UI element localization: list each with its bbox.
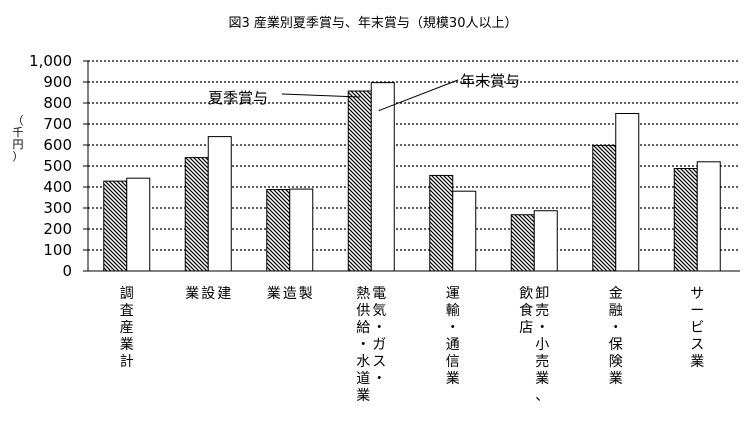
bar-summer-bonus (266, 189, 291, 272)
bar-yearend-bonus (126, 177, 151, 272)
y-axis-label-char: 円 (13, 138, 24, 151)
y-tick-label: 400 (43, 178, 72, 196)
category-label-char: 運 (446, 286, 460, 302)
bar-summer-bonus (673, 168, 698, 272)
category-label-char: ー (690, 303, 704, 319)
bar-yearend-bonus (533, 210, 558, 272)
category-label-char: ガ (372, 337, 386, 353)
category-label-char: 熱 (356, 286, 370, 302)
category-label-char: 産 (120, 320, 134, 336)
category-label-char: 卸 (535, 286, 549, 302)
category-label-char: 信 (446, 354, 460, 370)
category-label-char: 調 (120, 286, 134, 302)
bar-yearend-bonus (696, 161, 721, 272)
bars (103, 82, 721, 272)
category-label-char: 道 (356, 371, 370, 387)
category-label-char: 電 (372, 286, 386, 302)
category-label-char: ス (372, 354, 386, 370)
chart-title: 図3 産業別夏季賞与、年末賞与（規模30人以上） (229, 15, 518, 31)
legend-leader-summer (281, 93, 360, 98)
category-label-char: 供 (356, 303, 370, 319)
category-label-char: ・ (535, 320, 549, 336)
category-label-char: ・ (372, 320, 386, 336)
bar-yearend-bonus (289, 188, 314, 272)
category-label-char: 業 (267, 286, 281, 302)
y-tick-label: 0 (62, 262, 72, 280)
category-label-char: 給 (356, 320, 370, 336)
y-tick-label: 900 (43, 73, 72, 91)
category-label-char: 査 (120, 303, 134, 319)
y-tick-label: 800 (43, 94, 72, 112)
bar-yearend-bonus (370, 82, 395, 272)
category-label-char: 、 (535, 388, 549, 404)
y-tick-label: 1,000 (29, 52, 72, 70)
category-label-char: ・ (609, 320, 623, 336)
category-label-char: 業 (535, 371, 549, 387)
y-axis-label-char: （ (13, 114, 24, 127)
bar-yearend-bonus (452, 190, 477, 272)
bar-summer-bonus (510, 214, 535, 272)
category-label-char: 業 (356, 388, 370, 404)
legend-callouts: 夏季賞与 年末賞与 (208, 72, 520, 112)
category-label-char: 輸 (446, 303, 460, 319)
category-label-char: 気 (372, 303, 386, 319)
category-label-char: 食 (519, 302, 533, 319)
category-label-char: 業 (120, 337, 134, 353)
y-tick-label: 100 (43, 241, 72, 259)
bar-summer-bonus (592, 144, 617, 272)
category-label-char: 売 (535, 354, 549, 370)
category-label-char: 計 (120, 354, 134, 370)
legend-leader-yearend (378, 79, 459, 112)
bar-summer-bonus (429, 174, 454, 272)
category-label-char: 飲 (519, 286, 533, 302)
y-axis-label-char: 千 (13, 126, 24, 139)
category-label-char: 店 (519, 320, 533, 336)
category-label-char: 造 (283, 286, 297, 302)
bar-summer-bonus (347, 90, 372, 272)
y-tick-label: 200 (43, 220, 72, 238)
y-tick-label: 700 (43, 115, 72, 133)
y-tick-label: 600 (43, 136, 72, 154)
category-label-char: ス (690, 337, 704, 353)
bar-summer-bonus (103, 180, 128, 272)
y-tick-label: 300 (43, 199, 72, 217)
legend-summer-bonus: 夏季賞与 (208, 89, 268, 107)
category-label-char: 険 (609, 354, 623, 370)
y-tick-labels: 0 100 200 300 400 500 600 700 800 900 1,000 (29, 52, 72, 280)
category-label-char: ・ (372, 371, 386, 387)
category-label-char: ビ (690, 320, 704, 336)
category-label-char: 業 (446, 371, 460, 387)
category-label-char: ・ (446, 320, 460, 336)
bar-summer-bonus (184, 157, 209, 272)
y-axis-label-char: ） (13, 150, 24, 163)
category-label-char: 通 (446, 337, 460, 353)
y-axis-label: （千円） (13, 114, 24, 163)
legend-yearend-bonus: 年末賞与 (460, 72, 520, 90)
category-label-char: サ (690, 286, 704, 302)
category-label-char: 建 (217, 286, 231, 302)
category-label-char: 水 (356, 354, 370, 370)
category-label-char: 保 (609, 337, 623, 353)
category-label-char: 小 (535, 337, 549, 353)
category-label-char: 融 (609, 303, 623, 319)
category-label-char: 売 (535, 303, 549, 319)
category-label-char: ・ (356, 337, 370, 353)
category-label-char: 業 (690, 354, 704, 370)
bar-yearend-bonus (207, 136, 232, 272)
y-tick-label: 500 (43, 157, 72, 175)
category-label-char: 製 (299, 286, 313, 302)
bar-yearend-bonus (615, 113, 640, 272)
category-label-char: 金 (609, 286, 623, 302)
category-label-char: 業 (185, 286, 199, 302)
category-label-char: 業 (609, 371, 623, 387)
category-label-char: 設 (201, 286, 215, 302)
